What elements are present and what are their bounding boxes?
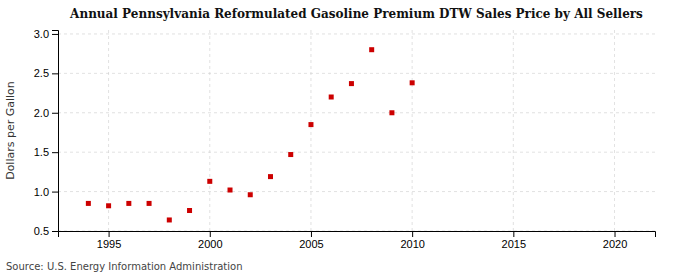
tick: 2.0	[34, 107, 58, 119]
tick-label: 2015	[502, 238, 526, 250]
tick-mark	[412, 231, 413, 237]
tick-mark	[52, 231, 58, 232]
point	[369, 47, 374, 52]
point	[329, 95, 334, 100]
tick-label: 2020	[603, 238, 627, 250]
point	[389, 110, 394, 115]
point	[410, 80, 415, 85]
grid-line-x	[108, 30, 109, 231]
tick-label: 2010	[400, 238, 424, 250]
grid-line-x	[513, 30, 514, 231]
point	[288, 152, 293, 157]
plot-area: 1995 2000 2005 2010 2015 2020 0.5 1.0 1.5 2.0 2.5 3…	[34, 28, 656, 250]
tick-label: 1.5	[34, 146, 49, 158]
tick-mark	[311, 231, 312, 237]
tick-label: 2005	[299, 238, 323, 250]
tick-mark	[52, 192, 58, 193]
tick-mark	[52, 113, 58, 114]
axis-line	[59, 232, 656, 238]
tick-label: 1.0	[34, 186, 49, 198]
tick-mark	[52, 34, 58, 35]
tick: 2005	[299, 231, 323, 250]
tick-label: 3.0	[34, 28, 49, 40]
point	[207, 179, 212, 184]
tick: 2000	[198, 231, 222, 250]
tick-label: 2.0	[34, 107, 49, 119]
chart-container: 1995 2000 2005 2010 2015 2020 0.5 1.0 1.5 2.0 2.5 3…	[0, 0, 675, 275]
grid-line-y	[58, 191, 655, 192]
tick: 1995	[97, 231, 121, 250]
grid-line-y	[58, 73, 655, 74]
point	[228, 188, 233, 193]
grid-line-x	[614, 30, 615, 231]
points	[86, 47, 415, 222]
grid-line-x	[412, 30, 413, 231]
tick-mark	[210, 231, 211, 237]
point	[308, 122, 313, 127]
tick-mark	[52, 152, 58, 153]
chart-svg: 1995 2000 2005 2010 2015 2020 0.5 1.0 1.5 2.0 2.5 3…	[0, 0, 675, 275]
tick: 3.0	[34, 28, 58, 40]
point	[187, 208, 192, 213]
tick: 2010	[400, 231, 424, 250]
grid-line-y	[58, 152, 655, 153]
title: Annual Pennsylvania Reformulated Gasolin…	[69, 7, 643, 21]
point	[86, 201, 91, 206]
x-axis: 1995 2000 2005 2010 2015 2020	[59, 231, 656, 250]
tick-mark	[513, 231, 514, 237]
tick-label: 2.5	[34, 67, 49, 79]
grid-line-x	[310, 30, 311, 231]
tick-mark	[52, 73, 58, 74]
grid	[58, 30, 655, 231]
annotation: Source: U.S. Energy Information Administ…	[6, 261, 243, 272]
tick: 2020	[603, 231, 627, 250]
y-axis: 0.5 1.0 1.5 2.0 2.5 3.0	[34, 28, 59, 237]
grid-line-y	[58, 112, 655, 113]
tick: 0.5	[34, 225, 58, 237]
point	[268, 174, 273, 179]
tick-label: 0.5	[34, 225, 49, 237]
point	[147, 201, 152, 206]
axis-line	[52, 31, 59, 232]
grid-line-y	[58, 33, 655, 34]
point	[167, 217, 172, 222]
tick-label: 1995	[97, 238, 121, 250]
y-axis-label: Dollars per Gallon	[4, 81, 17, 180]
tick: 2015	[502, 231, 526, 250]
tick: 1.5	[34, 146, 58, 158]
tick: 1.0	[34, 186, 58, 198]
point	[126, 201, 131, 206]
tick-mark	[615, 231, 616, 237]
point	[106, 203, 111, 208]
grid-line-x	[209, 30, 210, 231]
tick-label: 2000	[198, 238, 222, 250]
tick: 2.5	[34, 67, 58, 79]
point	[349, 81, 354, 86]
tick-mark	[109, 231, 110, 237]
point	[248, 192, 253, 197]
